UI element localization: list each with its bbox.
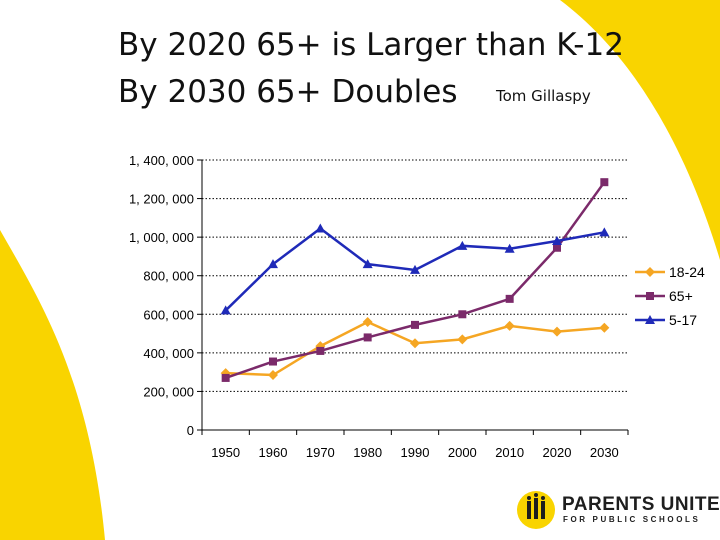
y-tick-label: 200, 000 [143,384,194,399]
top-right-swoosh [560,0,720,260]
logo-name: PARENTS UNITED [562,494,720,515]
legend-marker [646,292,654,300]
y-tick-label: 1, 000, 000 [129,230,194,245]
data-point-65+ [600,178,609,187]
axes: 0 200, 000 400, 000 600, 000 800, 000 1, 000,… [129,153,629,460]
data-point-65+ [553,243,561,252]
data-point-18-24 [362,317,373,327]
x-tick-label: 1960 [259,445,288,460]
logo-tagline: FOR PUBLIC SCHOOLS [563,515,701,524]
series-line-65+ [225,181,606,380]
series-5-17 [220,223,610,315]
legend-marker [645,315,655,324]
series [220,178,610,382]
legend-label: 5-17 [669,312,697,328]
data-point-5-17 [362,259,373,269]
data-point-65+ [269,357,277,366]
gridlines [202,159,628,392]
data-point-18-24 [457,334,468,345]
data-point-5-17 [504,243,515,253]
data-point-18-24 [599,322,610,333]
data-point-5-17 [410,264,420,274]
data-point-65+ [316,346,325,355]
x-tick-label: 1980 [353,445,382,460]
data-point-65+ [458,310,467,319]
legend-label: 65+ [669,288,693,304]
data-point-18-24 [552,326,562,337]
y-tick-label: 0 [187,423,194,438]
y-tick-label: 600, 000 [143,307,194,322]
data-point-5-17 [457,240,468,250]
y-tick-label: 800, 000 [143,269,194,284]
y-tick-label: 1, 200, 000 [129,192,194,207]
data-point-18-24 [410,338,420,349]
bottom-left-swoosh [0,230,105,540]
slide-title-line-1: By 2020 65+ is Larger than K-12 [118,27,624,63]
legend-label: 18-24 [669,264,705,280]
x-tick-label: 1990 [401,445,430,460]
x-tick-label: 2010 [495,445,524,460]
data-point-5-17 [220,305,231,315]
data-point-65+ [221,373,230,382]
data-point-65+ [411,320,419,329]
legend: 18-24 65+ 5-17 [635,264,705,328]
data-point-65+ [363,333,372,342]
legend-marker [645,267,655,277]
parents-united-logo-icon [517,491,555,529]
x-tick-label: 2030 [590,445,619,460]
x-tick-label: 1950 [211,445,240,460]
data-point-5-17 [552,236,562,245]
data-point-65+ [505,294,514,303]
data-point-5-17 [268,259,278,269]
slide-title-line-2: By 2030 65+ Doubles [118,74,458,110]
series-line-18-24 [225,320,605,377]
data-point-5-17 [599,227,610,237]
x-tick-label: 1970 [306,445,335,460]
y-tick-label: 400, 000 [143,346,194,361]
series-65+ [221,178,609,382]
data-point-5-17 [315,223,326,233]
series-18-24 [220,317,610,381]
data-point-18-24 [268,370,278,381]
y-tick-label: 1, 400, 000 [129,153,194,168]
x-tick-label: 2000 [448,445,477,460]
x-tick-label: 2020 [543,445,572,460]
data-point-18-24 [504,320,515,331]
author-credit: Tom Gillaspy [496,87,591,105]
